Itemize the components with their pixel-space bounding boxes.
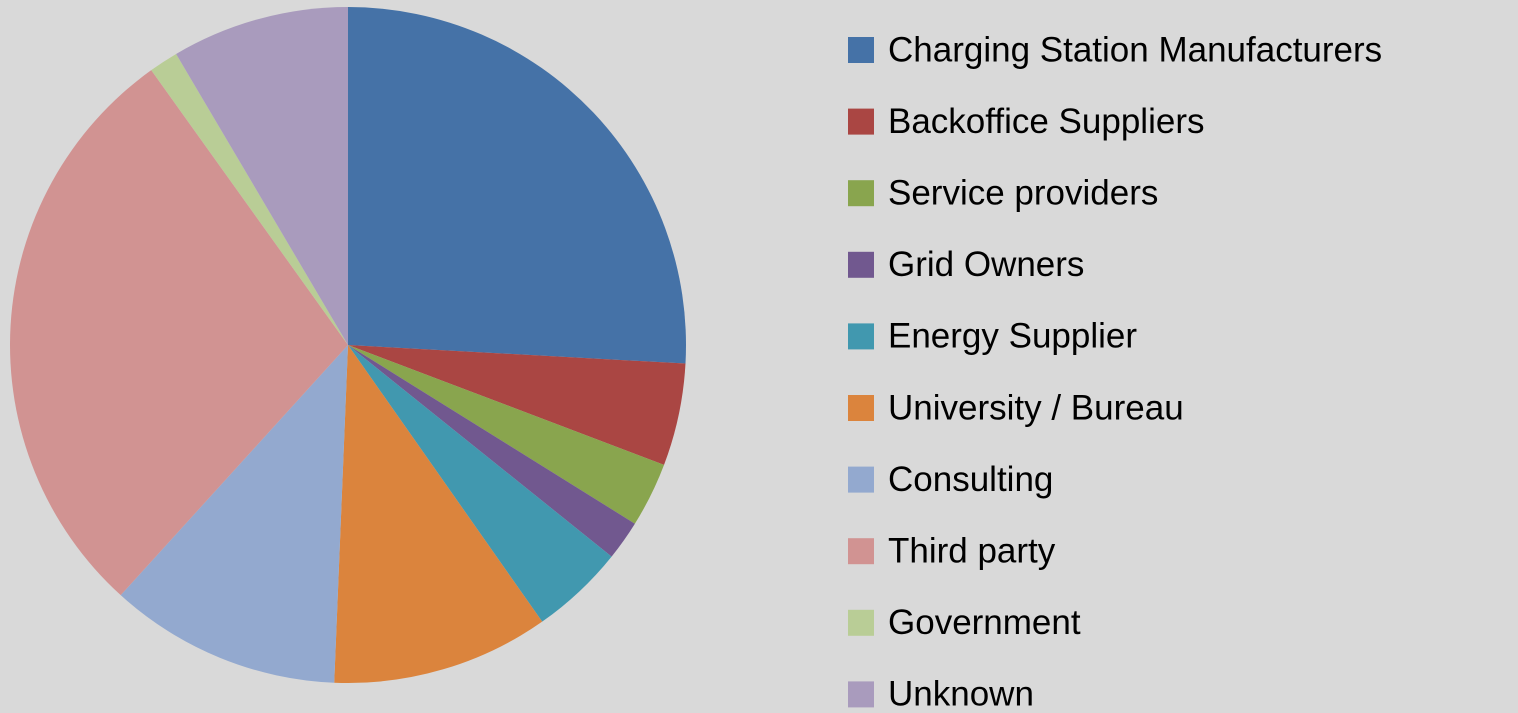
legend-swatch [848, 609, 874, 636]
legend-label: Energy Supplier [888, 317, 1137, 356]
legend-swatch [848, 395, 874, 421]
legend-label: Charging Station Manufacturers [888, 30, 1382, 69]
legend-label: Consulting [888, 460, 1053, 499]
pie-slice [348, 345, 686, 465]
legend-swatch [848, 466, 874, 493]
legend-label: Grid Owners [888, 245, 1084, 284]
legend-swatch [848, 323, 874, 350]
pie-slice [348, 7, 686, 364]
pie-slice [334, 345, 543, 683]
pie-slice [10, 70, 348, 596]
pie-slice [348, 345, 665, 524]
legend-swatch [848, 37, 874, 63]
pie-slice [151, 53, 348, 345]
pie-slice [176, 7, 348, 345]
pie-slice [348, 345, 635, 557]
pie-slice [348, 345, 612, 622]
legend-label: Third party [888, 531, 1056, 570]
legend-swatch [848, 180, 874, 207]
legend-label: University / Bureau [888, 388, 1184, 427]
legend-label: Government [888, 603, 1081, 642]
legend-swatch [848, 681, 874, 708]
legend-swatch [848, 251, 874, 278]
legend-swatch [848, 538, 874, 565]
legend-swatch [848, 108, 874, 135]
legend-label: Service providers [888, 173, 1158, 212]
pie-slice [120, 345, 349, 683]
legend-label: Backoffice Suppliers [888, 102, 1204, 141]
legend-label: Unknown [888, 675, 1034, 713]
